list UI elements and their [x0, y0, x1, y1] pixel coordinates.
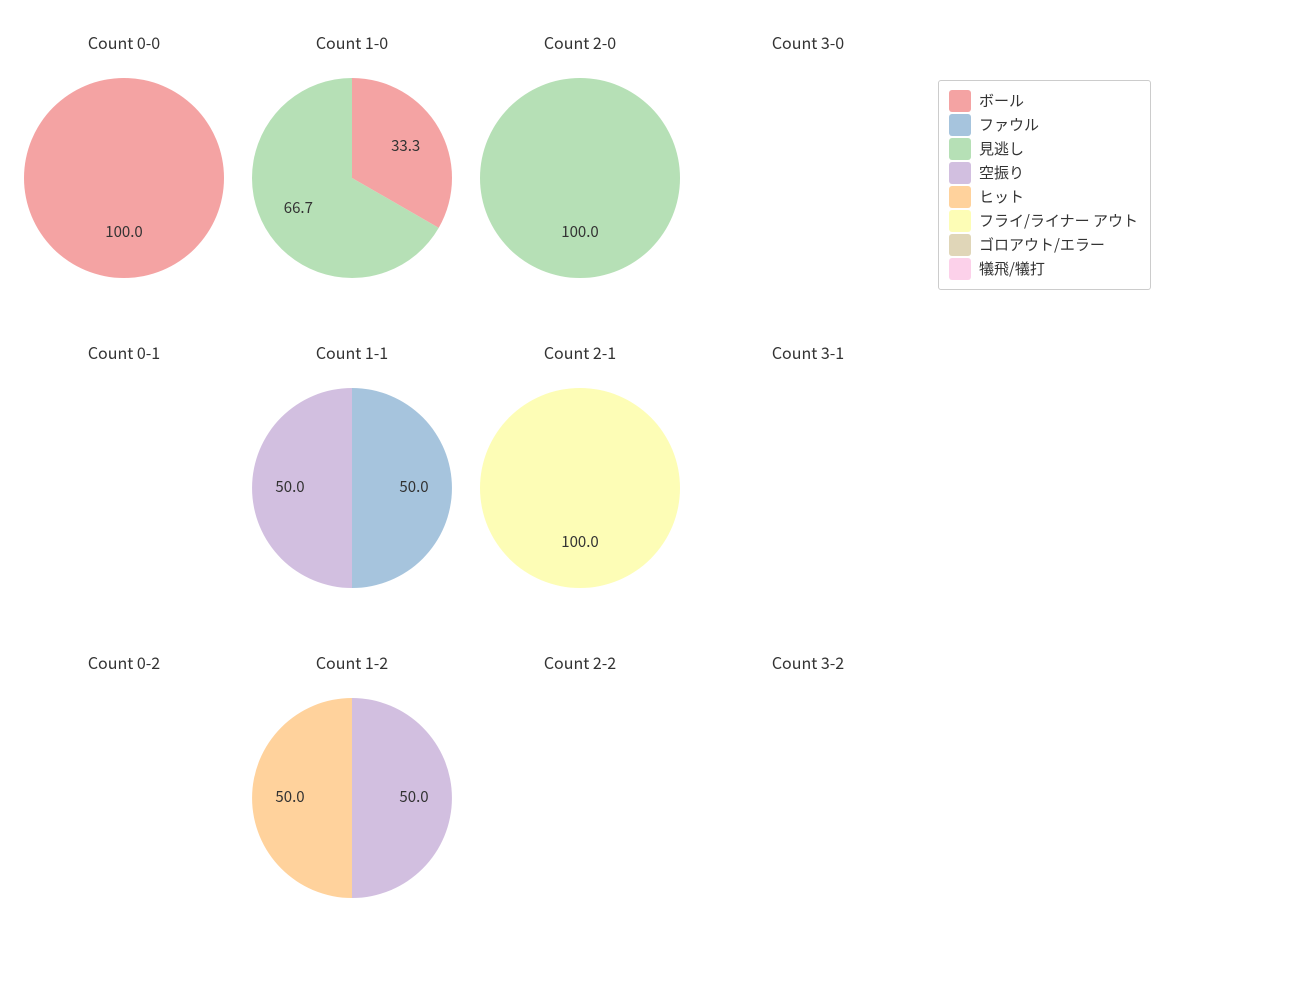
slice-label: 100.0	[561, 221, 598, 242]
legend-label: ゴロアウト/エラー	[979, 233, 1105, 257]
legend-label: ボール	[979, 89, 1024, 113]
legend-label: ヒット	[979, 185, 1024, 209]
slice-label: 50.0	[275, 786, 304, 807]
legend-item: ボール	[949, 89, 1138, 113]
pie-slice	[480, 78, 680, 278]
legend-label: 見逃し	[979, 137, 1024, 161]
legend-swatch	[949, 210, 971, 232]
pie-slice	[252, 388, 352, 588]
legend-swatch	[949, 138, 971, 160]
legend-label: フライ/ライナー アウト	[979, 209, 1138, 233]
chart-stage: Count 0-0 100.0 Count 1-0 33.3 66.7 Count 2-0…	[0, 0, 1300, 1000]
legend-label: ファウル	[979, 113, 1039, 137]
panel-title: Count 2-2	[481, 650, 679, 674]
legend-item: ゴロアウト/エラー	[949, 233, 1138, 257]
panel-title: Count 0-1	[25, 340, 223, 364]
legend-swatch	[949, 114, 971, 136]
pie-slice	[352, 388, 452, 588]
pie-slice	[252, 78, 439, 278]
legend-item: ファウル	[949, 113, 1138, 137]
legend-swatch	[949, 90, 971, 112]
pie-slice	[480, 388, 680, 588]
pie-slice	[24, 78, 224, 278]
panel-title: Count 0-0	[25, 30, 223, 54]
panel-title: Count 3-2	[709, 650, 907, 674]
slice-label: 50.0	[399, 786, 428, 807]
panel-title: Count 2-1	[481, 340, 679, 364]
legend-item: 空振り	[949, 161, 1138, 185]
slice-label: 100.0	[105, 221, 142, 242]
pie-slice	[352, 698, 452, 898]
panel-title: Count 3-0	[709, 30, 907, 54]
panel-title: Count 1-0	[253, 30, 451, 54]
panel-title: Count 1-1	[253, 340, 451, 364]
legend-label: 空振り	[979, 161, 1024, 185]
legend-swatch	[949, 186, 971, 208]
slice-label: 100.0	[561, 531, 598, 552]
pie-slice	[352, 78, 452, 228]
legend: ボールファウル見逃し空振りヒットフライ/ライナー アウトゴロアウト/エラー犠飛/…	[938, 80, 1151, 290]
legend-swatch	[949, 258, 971, 280]
legend-item: 見逃し	[949, 137, 1138, 161]
slice-label: 66.7	[284, 197, 313, 218]
legend-item: ヒット	[949, 185, 1138, 209]
panel-title: Count 0-2	[25, 650, 223, 674]
legend-label: 犠飛/犠打	[979, 257, 1045, 281]
legend-swatch	[949, 234, 971, 256]
legend-item: フライ/ライナー アウト	[949, 209, 1138, 233]
slice-label: 33.3	[391, 135, 420, 156]
pie-slice	[252, 698, 352, 898]
legend-swatch	[949, 162, 971, 184]
slice-label: 50.0	[275, 476, 304, 497]
panel-title: Count 3-1	[709, 340, 907, 364]
slice-label: 50.0	[399, 476, 428, 497]
legend-item: 犠飛/犠打	[949, 257, 1138, 281]
panel-title: Count 2-0	[481, 30, 679, 54]
panel-title: Count 1-2	[253, 650, 451, 674]
